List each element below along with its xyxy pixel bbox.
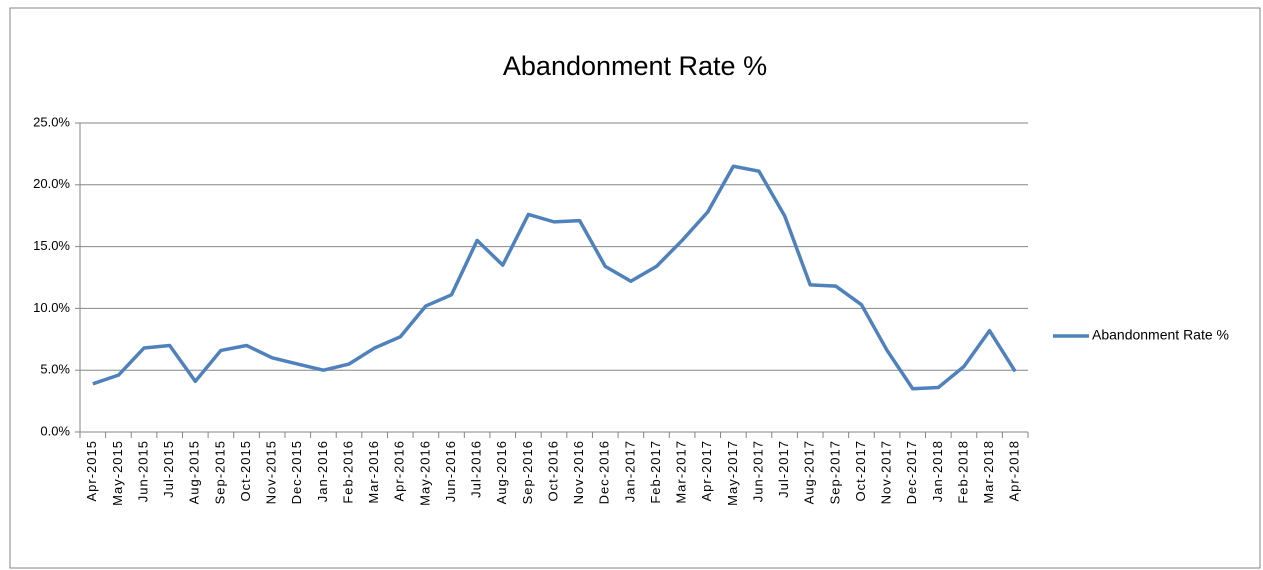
- x-tick-label: Aug-2015: [187, 440, 202, 504]
- y-tick-label: 20.0%: [33, 176, 70, 191]
- x-tick-label: Oct-2015: [238, 440, 253, 501]
- x-tick-label: Sep-2017: [827, 440, 842, 504]
- x-tick-label: Oct-2016: [545, 440, 560, 501]
- x-tick-label: Jul-2015: [161, 440, 176, 498]
- x-tick-label: Sep-2016: [520, 440, 535, 504]
- x-tick-label: Apr-2018: [1007, 440, 1022, 501]
- x-tick-label: Jan-2016: [315, 440, 330, 502]
- x-tick-label: May-2017: [725, 440, 740, 506]
- x-tick-label: Dec-2017: [904, 440, 919, 504]
- y-tick-label: 25.0%: [33, 114, 70, 129]
- x-tick-label: Mar-2018: [981, 440, 996, 504]
- y-tick-label: 10.0%: [33, 300, 70, 315]
- y-tick-label: 0.0%: [40, 423, 70, 438]
- x-tick-label: Nov-2017: [879, 440, 894, 504]
- x-tick-label: Feb-2018: [955, 440, 970, 504]
- x-tick-label: Aug-2017: [802, 440, 817, 504]
- y-tick-label: 15.0%: [33, 238, 70, 253]
- x-tick-label: Jul-2016: [469, 440, 484, 498]
- y-tick-label: 5.0%: [40, 362, 70, 377]
- x-tick-label: Nov-2016: [571, 440, 586, 504]
- chart-title: Abandonment Rate %: [503, 51, 767, 81]
- x-tick-label: Jun-2016: [443, 440, 458, 502]
- x-tick-label: Mar-2017: [674, 440, 689, 504]
- x-tick-label: Mar-2016: [366, 440, 381, 504]
- x-tick-label: May-2015: [110, 440, 125, 506]
- x-tick-label: Apr-2017: [699, 440, 714, 501]
- line-series: [92, 164, 1017, 391]
- x-tick-label: Feb-2016: [340, 440, 355, 504]
- x-tick-label: Apr-2016: [392, 440, 407, 501]
- x-tick-label: Feb-2017: [648, 440, 663, 504]
- x-tick-label: Jun-2015: [135, 440, 150, 502]
- legend-label: Abandonment Rate %: [1092, 327, 1229, 343]
- x-tick-label: Jan-2018: [930, 440, 945, 502]
- x-tick-label: Jul-2017: [776, 440, 791, 498]
- x-tick-label: Aug-2016: [494, 440, 509, 504]
- x-tick-label: Jan-2017: [622, 440, 637, 502]
- chart-frame: [9, 7, 1261, 569]
- x-tick-label: Dec-2015: [289, 440, 304, 504]
- x-tick-label: Nov-2015: [264, 440, 279, 504]
- x-tick-label: Dec-2016: [597, 440, 612, 504]
- x-tick-label: Sep-2015: [212, 440, 227, 504]
- x-tick-label: Oct-2017: [853, 440, 868, 501]
- x-tick-label: May-2016: [417, 440, 432, 506]
- x-tick-label: Jun-2017: [750, 440, 765, 502]
- x-tick-label: Apr-2015: [84, 440, 99, 501]
